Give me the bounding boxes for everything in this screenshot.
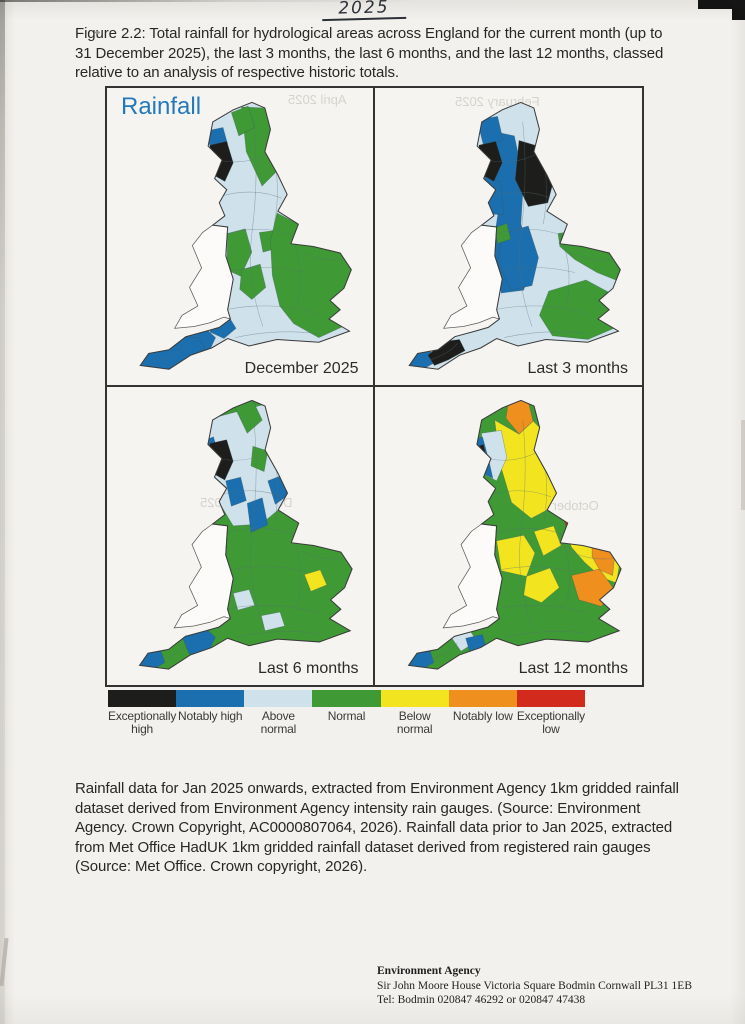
- legend-swatch-notably_high: [176, 690, 245, 707]
- legend-label: Exceptionally low: [516, 709, 585, 736]
- england-map-last-6-months: [107, 389, 373, 679]
- legend-label: Notably high: [178, 709, 243, 723]
- handwritten-annotation: 2025: [321, 0, 407, 22]
- scan-artifact-right-edge: [741, 420, 745, 510]
- map-panel-last-6-months: Last 6 months: [107, 386, 375, 685]
- scan-artifact-top-right-bar: [698, 0, 745, 9]
- legend-item: Below normal: [380, 690, 449, 736]
- footer-tel: Tel: Bodmin 020847 46292 or 020847 47438: [377, 994, 586, 1006]
- england-map-last-3-months: [375, 91, 643, 379]
- legend-label: Below normal: [396, 709, 433, 736]
- england-choropleth-svg: [138, 400, 353, 671]
- map-panel-last-3-months: Last 3 months: [374, 88, 643, 387]
- england-map-december: [107, 91, 373, 379]
- legend-label: Exceptionally high: [108, 709, 177, 736]
- legend: Exceptionally high Notably high Above norm…: [108, 690, 585, 736]
- legend-swatch-exceptionally_high: [108, 690, 177, 707]
- legend-swatch-above_normal: [244, 690, 313, 707]
- scan-artifact-dot: [95, 31, 100, 34]
- england-choropleth-svg: [407, 101, 621, 370]
- legend-item: Above normal: [244, 690, 313, 736]
- legend-label: Above normal: [260, 709, 297, 736]
- panel-label-december: December 2025: [244, 359, 359, 377]
- legend-label: Notably low: [452, 709, 513, 723]
- figure-title: Rainfall: [121, 93, 202, 120]
- legend-item: Notably high: [176, 690, 245, 736]
- legend-item: Exceptionally low: [516, 690, 585, 736]
- figure-caption: Figure 2.2: Total rainfall for hydrologi…: [75, 25, 664, 81]
- legend-item: Normal: [312, 690, 381, 736]
- map-panel-current-month: Rainfall December 2025: [107, 88, 375, 387]
- footer-address: Sir John Moore House Victoria Square Bod…: [377, 979, 693, 992]
- footer-org: Environment Agency: [377, 965, 481, 977]
- legend-swatch-below_normal: [380, 690, 449, 707]
- panel-label-last-12-months: Last 12 months: [518, 660, 628, 677]
- england-choropleth-svg: [407, 400, 622, 671]
- legend-label: Normal: [327, 709, 366, 723]
- panel-label-last-3-months: Last 3 months: [527, 359, 629, 377]
- legend-swatch-notably_low: [448, 690, 517, 707]
- scan-artifact-left-edge: [0, 0, 5, 1024]
- rainfall-figure: Rainfall December 2025 Last 3 months Las…: [105, 86, 644, 687]
- legend-item: Notably low: [448, 690, 517, 736]
- footer: Environment Agency Sir John Moore House …: [377, 964, 692, 1008]
- source-note: Rainfall data for Jan 2025 onwards, extr…: [75, 780, 679, 875]
- panel-label-last-6-months: Last 6 months: [258, 660, 359, 677]
- legend-swatch-normal: [312, 690, 381, 707]
- scan-artifact-top-edge: [0, 0, 420, 2]
- england-choropleth-svg: [139, 101, 352, 370]
- legend-swatch-exceptionally_low: [516, 690, 585, 707]
- england-map-last-12-months: [375, 389, 643, 679]
- map-panel-last-12-months: Last 12 months: [375, 387, 643, 686]
- scan-artifact-top-right-block: [732, 0, 745, 20]
- legend-item: Exceptionally high: [108, 690, 176, 736]
